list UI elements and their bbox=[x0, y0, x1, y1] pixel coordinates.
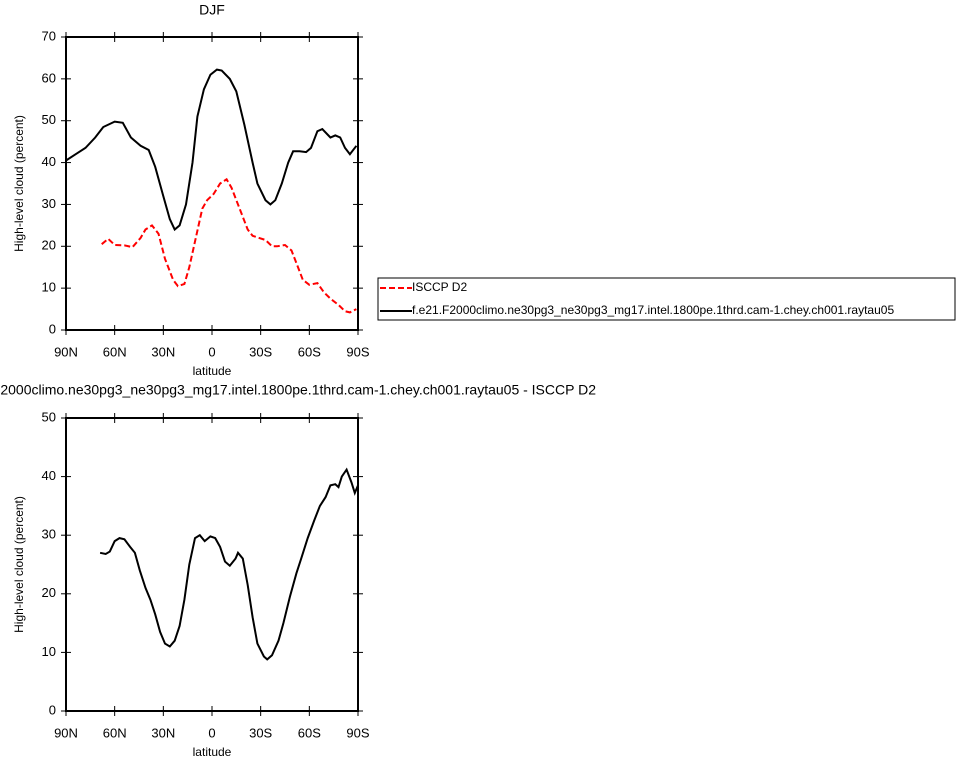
x-tick-label: 90N bbox=[54, 725, 78, 740]
chart-title: f.e21.F2000climo.ne30pg3_ne30pg3_mg17.in… bbox=[0, 382, 596, 398]
legend-box bbox=[377, 277, 956, 321]
x-tick-label: 60N bbox=[103, 344, 127, 359]
y-tick-label: 30 bbox=[42, 527, 56, 542]
x-tick-label: 60N bbox=[103, 725, 127, 740]
x-tick-label: 30S bbox=[249, 725, 272, 740]
x-tick-label: 0 bbox=[208, 725, 215, 740]
y-tick-label: 20 bbox=[42, 238, 56, 253]
y-tick-label: 60 bbox=[42, 70, 56, 85]
x-tick-label: 60S bbox=[298, 344, 321, 359]
y-tick-label: 20 bbox=[42, 585, 56, 600]
y-tick-label: 0 bbox=[49, 702, 56, 717]
y-tick-label: 40 bbox=[42, 154, 56, 169]
y-tick-label: 30 bbox=[42, 196, 56, 211]
plot-frame bbox=[65, 417, 359, 712]
y-tick-label: 0 bbox=[49, 321, 56, 336]
x-tick-label: 0 bbox=[208, 344, 215, 359]
y-tick-label: 10 bbox=[42, 280, 56, 295]
data-line bbox=[99, 467, 359, 661]
x-tick-label: 90S bbox=[346, 725, 369, 740]
chart-title: DJF bbox=[199, 2, 225, 18]
x-axis-label: latitude bbox=[193, 364, 232, 378]
y-tick-label: 40 bbox=[42, 468, 56, 483]
y-tick-label: 70 bbox=[42, 28, 56, 43]
x-tick-label: 90S bbox=[346, 344, 369, 359]
data-line bbox=[65, 68, 358, 232]
y-tick-label: 50 bbox=[42, 112, 56, 127]
y-axis-label: High-level cloud (percent) bbox=[12, 496, 26, 633]
x-tick-label: 90N bbox=[54, 344, 78, 359]
plot-frame bbox=[65, 36, 359, 331]
x-tick-label: 60S bbox=[298, 725, 321, 740]
x-tick-label: 30N bbox=[151, 344, 175, 359]
data-line bbox=[101, 177, 357, 314]
x-tick-label: 30N bbox=[151, 725, 175, 740]
y-axis-label: High-level cloud (percent) bbox=[12, 115, 26, 252]
x-tick-label: 30S bbox=[249, 344, 272, 359]
y-tick-label: 50 bbox=[42, 409, 56, 424]
legend-label: ISCCP D2 bbox=[412, 280, 467, 294]
y-tick-label: 10 bbox=[42, 644, 56, 659]
legend-label: f.e21.F2000climo.ne30pg3_ne30pg3_mg17.in… bbox=[412, 303, 894, 317]
x-axis-label: latitude bbox=[193, 745, 232, 759]
